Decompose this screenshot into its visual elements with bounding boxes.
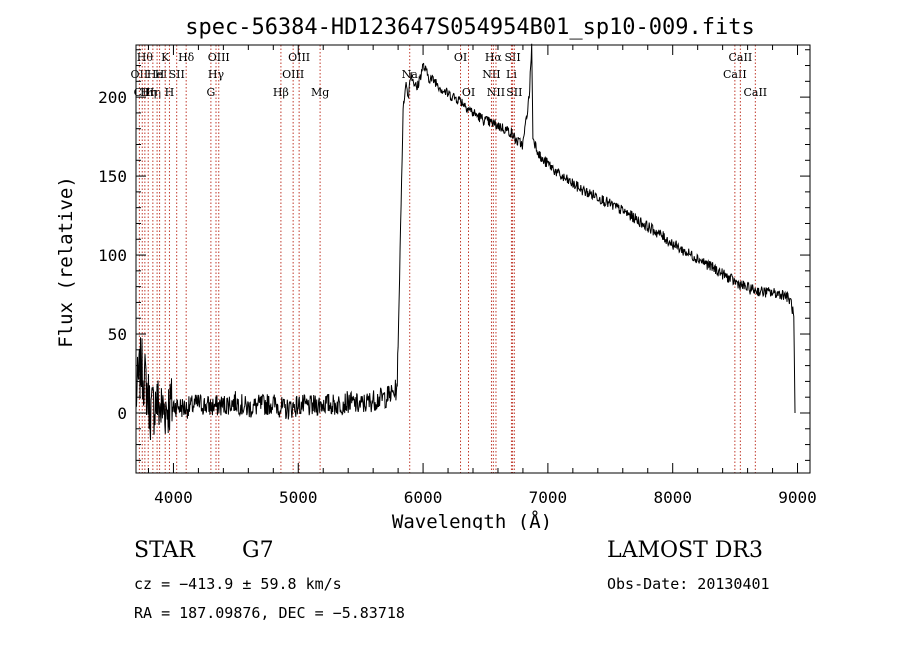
line-label: Na — [402, 68, 419, 81]
line-label: OIII — [208, 51, 230, 64]
line-label: OIII — [288, 51, 310, 64]
line-label: OI — [462, 86, 475, 99]
x-tick-label: 6000 — [404, 488, 443, 507]
line-label: H — [165, 86, 175, 99]
line-label: K — [161, 51, 170, 64]
line-label: CaII — [743, 86, 767, 99]
line-label: HeI — [147, 68, 167, 81]
line-label: Hη — [140, 86, 156, 99]
line-label: CaII — [723, 68, 747, 81]
y-tick-label: 0 — [117, 404, 127, 423]
spectrum-chart: spec-56384-HD123647S054954B01_sp10-009.f… — [55, 15, 817, 530]
line-label: NII — [482, 68, 500, 81]
line-label: G — [206, 86, 215, 99]
line-label: Mg — [311, 86, 329, 99]
line-label: OIII — [282, 68, 304, 81]
observation-date: Obs-Date: 20130401 — [607, 575, 770, 593]
x-tick-label: 9000 — [778, 488, 817, 507]
line-label: CII — [134, 86, 151, 99]
object-subclass: G7 — [242, 538, 274, 563]
object-class: STAR — [134, 538, 195, 563]
spectrum-series — [135, 43, 796, 441]
line-label: Hγ — [208, 68, 225, 81]
chart-title: spec-56384-HD123647S054954B01_sp10-009.f… — [185, 15, 755, 40]
spectrum-line — [135, 43, 796, 441]
line-label: OII — [131, 68, 149, 81]
x-tick-label: 7000 — [529, 488, 568, 507]
y-tick-label: 100 — [98, 246, 127, 265]
survey-name: LAMOST DR3 — [607, 538, 763, 563]
line-label: H — [155, 68, 165, 81]
y-tick-label: 200 — [98, 88, 127, 107]
y-tick-label: 50 — [108, 325, 127, 344]
line-label: NII — [487, 86, 505, 99]
line-label: SII — [504, 51, 520, 64]
x-tick-label: 5000 — [279, 488, 318, 507]
line-label: Hθ — [137, 51, 154, 64]
line-label: Hβ — [273, 86, 289, 99]
y-tick-label: 150 — [98, 167, 127, 186]
line-label: Hα — [485, 51, 503, 64]
axis-ticks: 4000 5000 6000 7000 8000 9000 0 50 100 150 200 — [98, 45, 817, 507]
line-label: CaII — [729, 51, 753, 64]
x-tick-label: 8000 — [653, 488, 692, 507]
x-axis-label: Wavelength (Å) — [392, 510, 552, 530]
line-label: SII — [506, 86, 522, 99]
redshift-velocity: cz = −413.9 ± 59.8 km/s — [134, 575, 342, 593]
line-label: OI — [454, 51, 467, 64]
ra-dec-coordinates: RA = 187.09876, DEC = −5.83718 — [134, 604, 405, 622]
line-label: SII — [169, 68, 185, 81]
line-label: Hδ — [178, 51, 195, 64]
x-tick-label: 4000 — [154, 488, 193, 507]
y-axis-label: Flux (relative) — [55, 176, 77, 348]
line-label: Hη — [145, 86, 161, 99]
spectral-line-markers: OIICIIHθHηHηHeIHKHSIIHδGHγOIIIHβOIIIOIII… — [131, 45, 767, 473]
line-label: Li — [506, 68, 517, 81]
